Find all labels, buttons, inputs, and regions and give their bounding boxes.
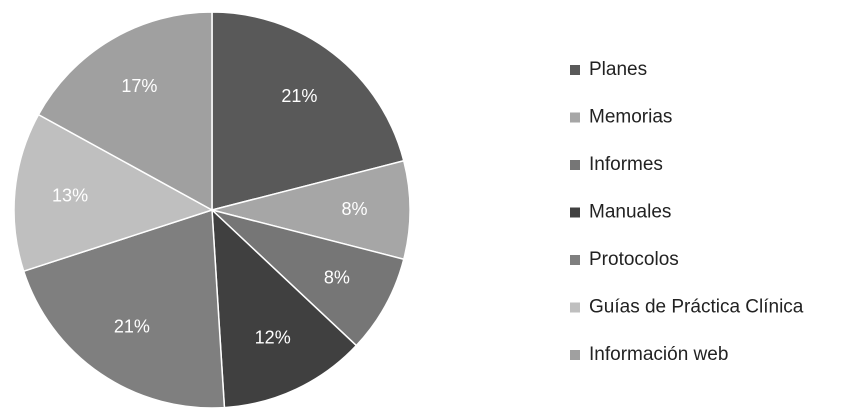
pie-slice [13, 113, 214, 273]
slice-label: 21% [281, 86, 317, 106]
slice-label: 8% [324, 267, 350, 287]
legend-label: Manuales [589, 202, 671, 223]
pie-slice [211, 209, 405, 347]
slice-label: 21% [114, 317, 150, 337]
legend-label: Guías de Práctica Clínica [589, 297, 804, 318]
legend-label: Protocolos [589, 249, 679, 270]
pie-slice [211, 11, 405, 211]
legend-label: Información web [589, 344, 728, 365]
legend-swatch [570, 112, 580, 123]
slice-label: 17% [121, 76, 157, 96]
pie-slice [211, 208, 358, 409]
legend-swatch [570, 160, 580, 170]
pie-slice [37, 11, 213, 212]
legend-swatch [570, 207, 580, 218]
legend-swatch [570, 350, 580, 360]
slice-label: 13% [52, 185, 88, 205]
legend-swatch [570, 65, 580, 75]
legend-label: Memorias [589, 107, 672, 128]
legend-label: Planes [589, 59, 647, 80]
pie-slice [22, 208, 226, 409]
slice-label: 8% [342, 199, 368, 219]
legend-swatch [570, 302, 580, 313]
legend-swatch [570, 255, 580, 265]
legend-label: Informes [589, 154, 663, 175]
slice-label: 12% [255, 328, 291, 348]
pie-slice [211, 159, 411, 261]
